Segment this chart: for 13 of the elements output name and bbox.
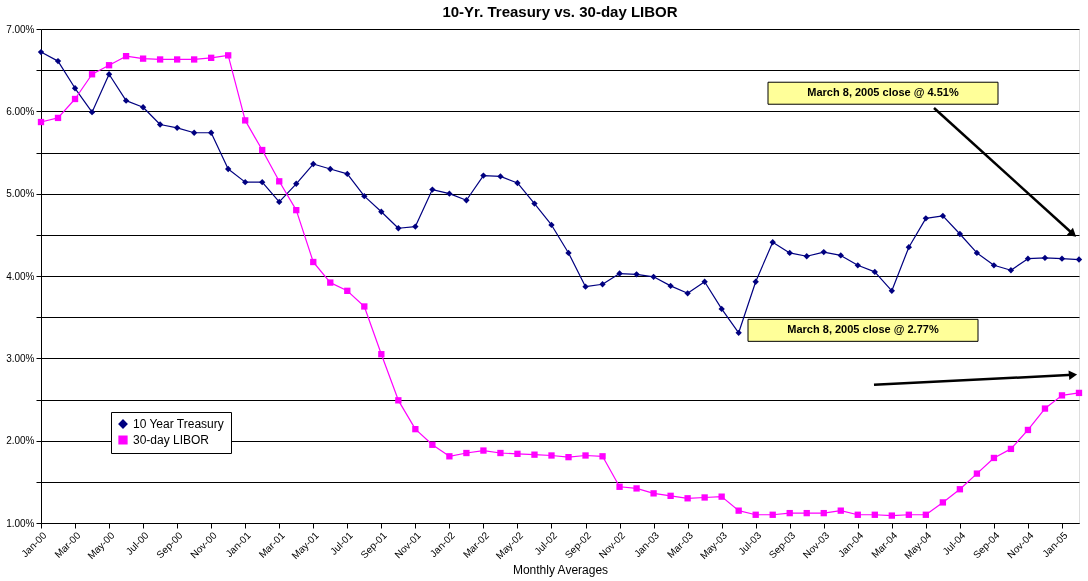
chart-title: 10-Yr. Treasury vs. 30-day LIBOR [442,3,678,20]
y-tick-label: 6.00% [6,105,35,117]
y-tick-label: 1.00% [6,517,35,529]
callout1: March 8, 2005 close @ 2.77% [787,323,939,336]
legend-label: 30-day LIBOR [133,433,210,447]
y-tick-label: 4.00% [6,270,35,282]
y-tick-label: 7.00% [6,23,35,35]
callout0: March 8, 2005 close @ 4.51% [807,86,959,99]
y-tick-label: 3.00% [6,352,35,364]
y-tick-label: 2.00% [6,435,35,447]
legend-label: 10 Year Treasury [133,417,224,431]
y-tick-label: 5.00% [6,188,35,200]
x-axis-title: Monthly Averages [512,563,609,578]
